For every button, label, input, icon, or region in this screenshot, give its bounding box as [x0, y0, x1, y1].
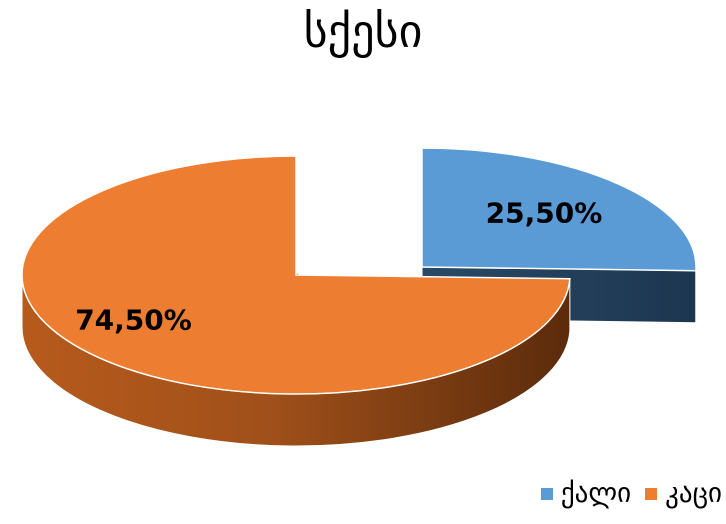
legend-swatch-male [645, 487, 658, 500]
legend-item-male: კაცი [645, 478, 722, 509]
legend-swatch-female [540, 487, 553, 500]
data-label-male: 74,50% [75, 303, 192, 336]
slice-female [421, 147, 697, 272]
legend: ქალი კაცი [540, 478, 722, 509]
chart-title: სქესი [303, 4, 423, 58]
legend-label-male: კაცი [665, 478, 722, 509]
legend-label-female: ქალი [560, 478, 632, 509]
data-label-female: 25,50% [486, 197, 603, 230]
slice-male [21, 155, 571, 395]
legend-item-female: ქალი [540, 478, 632, 509]
